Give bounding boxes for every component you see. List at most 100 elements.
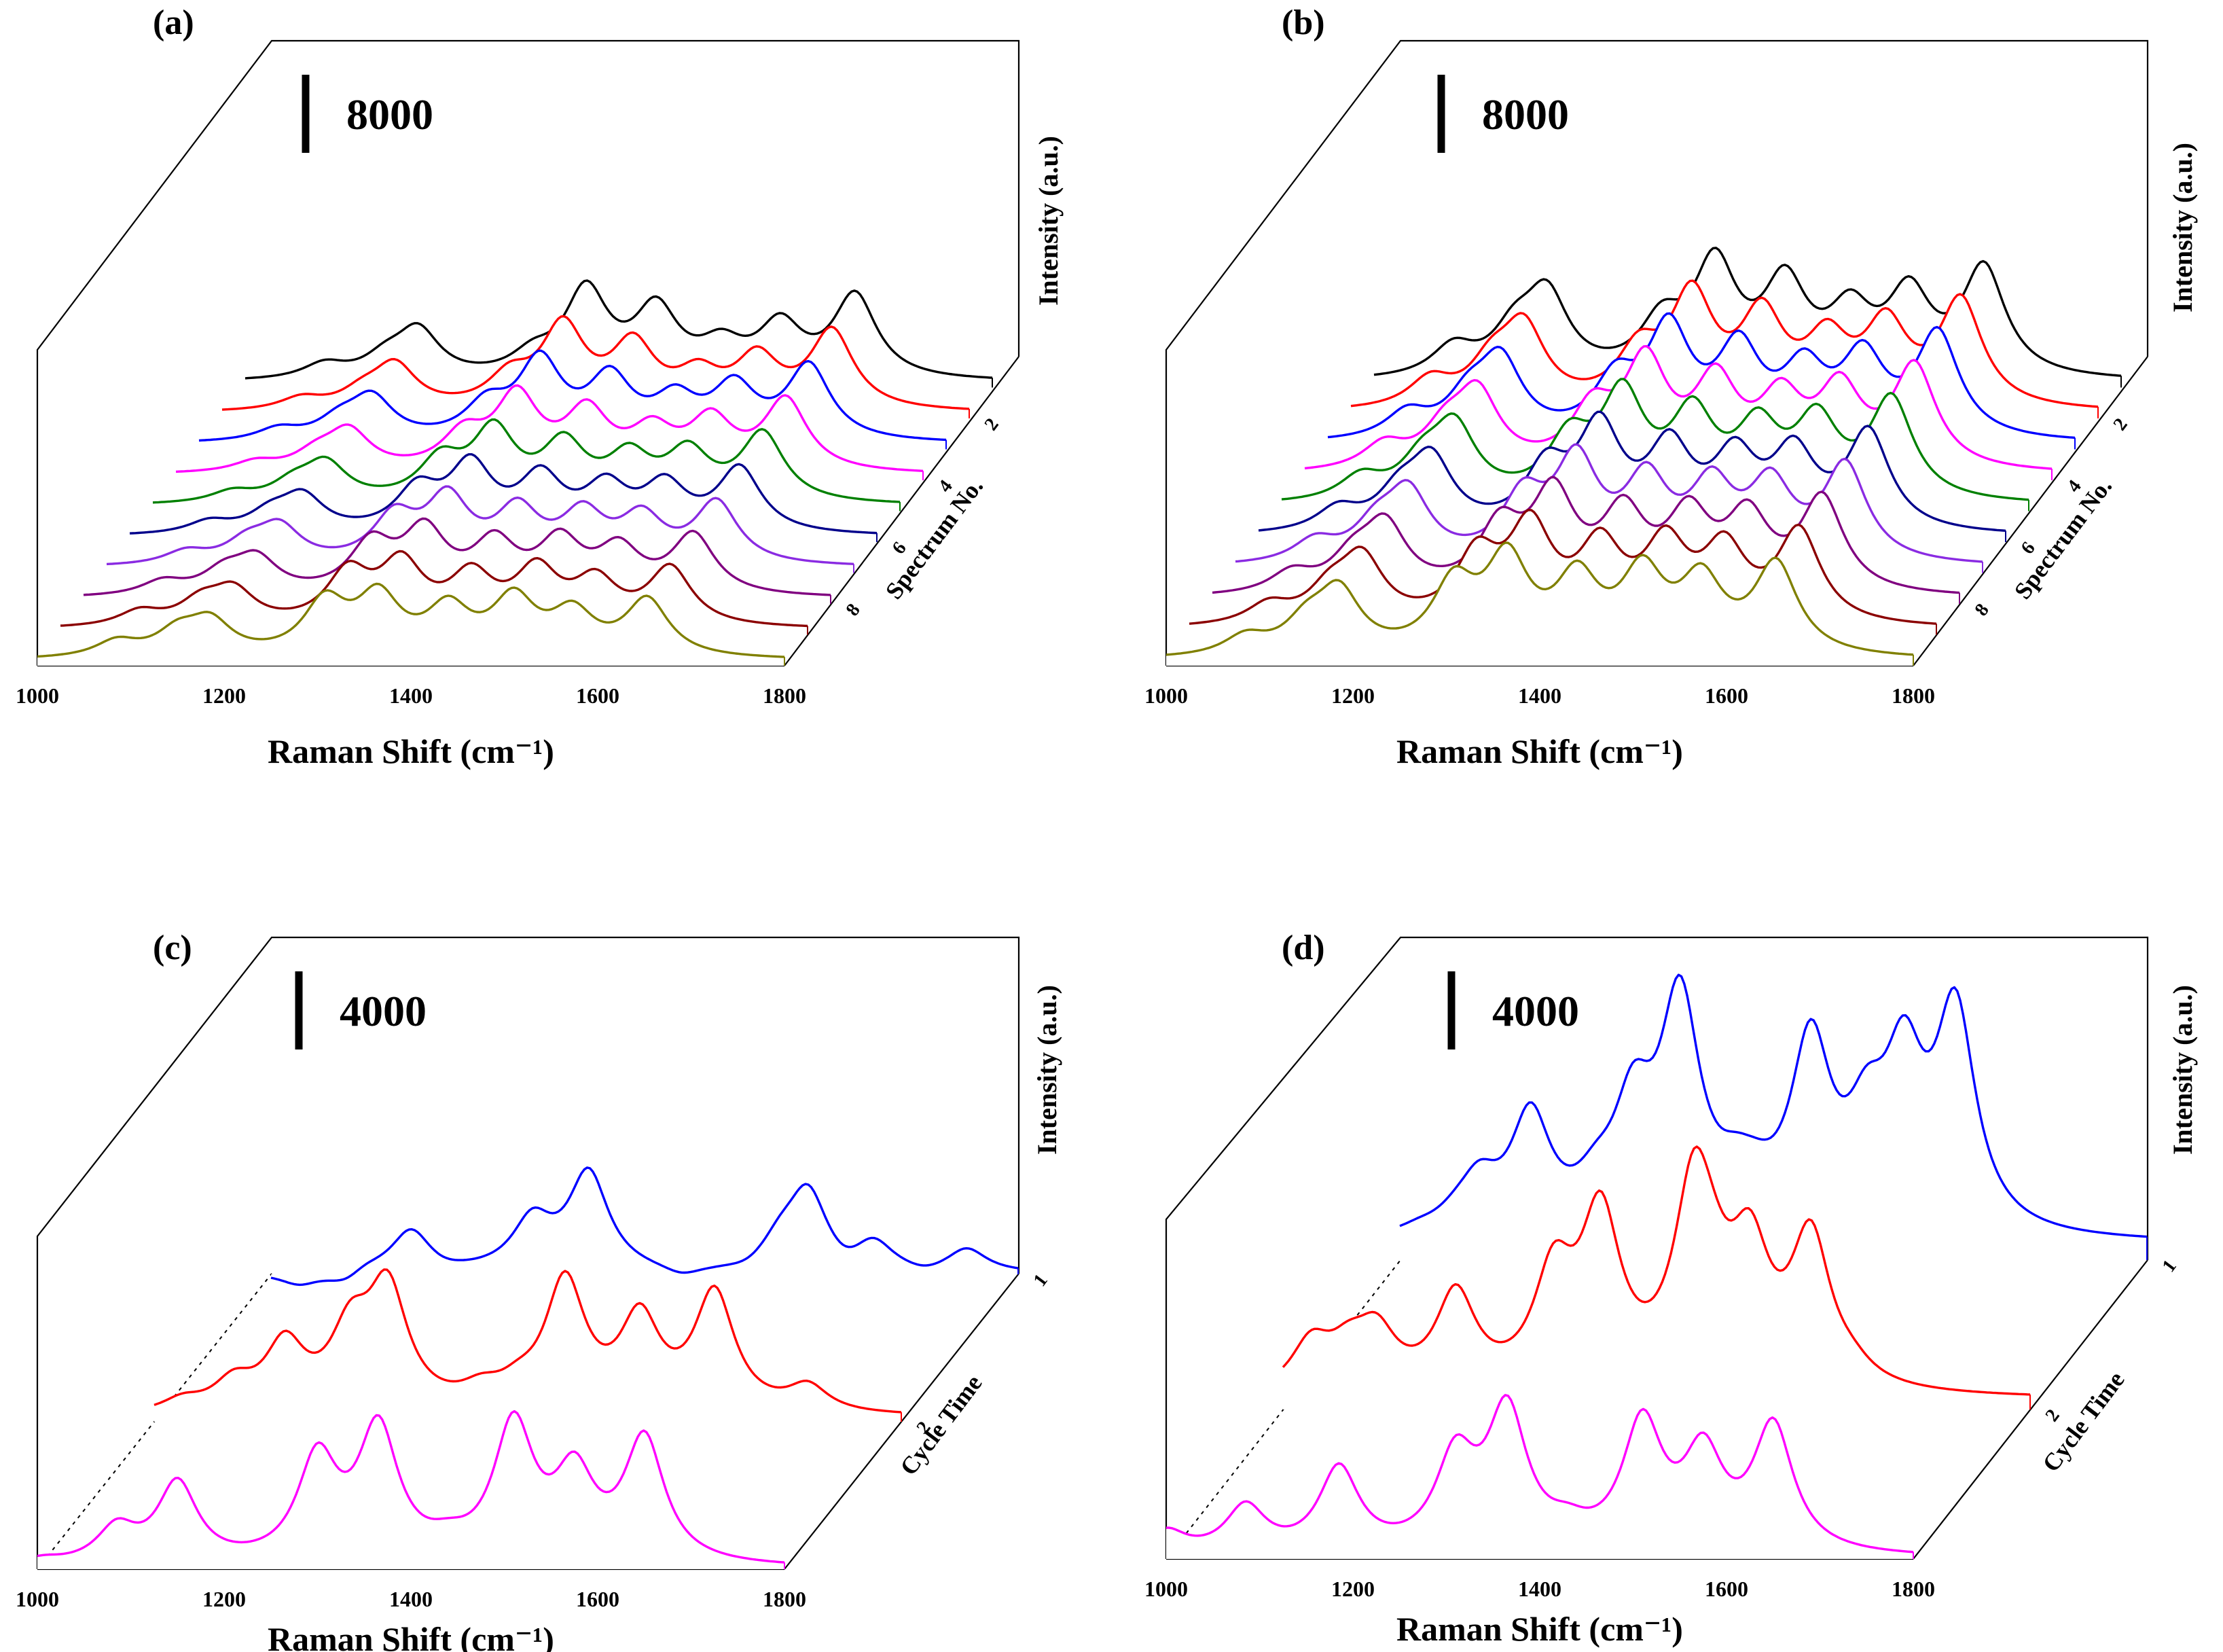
- x-tick-label: 1800: [1892, 683, 1935, 708]
- y-axis-label: Intensity (a.u.): [1033, 136, 1064, 306]
- spectrum-trace-3: [1327, 312, 2076, 439]
- scale-bar-label: 8000: [346, 90, 433, 139]
- spectrum-trace-6: [1258, 410, 2006, 532]
- trace-fill: [60, 551, 808, 635]
- x-tick-labels: 1000 1200 1400 1600 1800: [1144, 683, 1935, 708]
- panel-c: (c) 4000 1000 1200 1400 1600 1800 Raman …: [16, 929, 1062, 1652]
- spectrum-trace-5: [1281, 378, 2029, 501]
- x-tick-labels: 1000 1200 1400 1600 1800: [16, 683, 806, 708]
- depth-tick-label: 2: [2042, 1405, 2064, 1426]
- depth-axis-line: [1913, 356, 2148, 666]
- x-axis-label: Raman Shift (cm⁻¹): [268, 1620, 554, 1652]
- x-tick-label: 1600: [1705, 1577, 1748, 1601]
- trace-fill: [1400, 975, 2147, 1260]
- y-axis-label: Intensity (a.u.): [1032, 985, 1062, 1155]
- x-tick-label: 1600: [1705, 683, 1748, 708]
- trace-fill: [84, 518, 831, 604]
- x-tick-label: 1000: [16, 1587, 59, 1611]
- x-axis-label: Raman Shift (cm⁻¹): [268, 732, 554, 770]
- depth-axis-label: Spectrum No.: [2009, 473, 2118, 604]
- depth-axis-label: Spectrum No.: [880, 473, 989, 604]
- back-frame: [1165, 936, 2149, 1559]
- spectrum-trace-5: [152, 418, 901, 504]
- x-axis-label: Raman Shift (cm⁻¹): [1396, 732, 1683, 770]
- trace-fill: [1283, 1147, 2030, 1409]
- panel-b: (b) 8000 1000 1200 1400 1600 1800 Raman …: [1144, 3, 2198, 770]
- trace-fill: [37, 583, 784, 666]
- spectrum-trace-3: [1166, 1394, 1914, 1554]
- depth-axis-line: [784, 356, 1019, 666]
- x-tick-label: 1200: [1331, 683, 1375, 708]
- panel-label: (b): [1282, 3, 1325, 42]
- spectra-traces: [37, 1166, 1019, 1569]
- y-axis-label: Intensity (a.u.): [2167, 985, 2198, 1155]
- x-tick-label: 1600: [576, 683, 619, 708]
- depth-axis-label: Cycle Time: [894, 1369, 987, 1480]
- trace-fill: [130, 454, 877, 542]
- spectrum-trace-3: [198, 349, 947, 442]
- x-tick-label: 1800: [763, 683, 806, 708]
- spectrum-trace-9: [60, 550, 808, 628]
- trace-fill: [1166, 1395, 1913, 1559]
- y-axis-label: Intensity (a.u.): [2167, 143, 2198, 312]
- spectrum-trace-1: [1399, 973, 2148, 1238]
- spectrum-trace-4: [1304, 345, 2053, 470]
- x-tick-label: 1200: [202, 1587, 246, 1611]
- x-tick-label: 1200: [1331, 1577, 1375, 1601]
- depth-tick-label: 2: [2110, 414, 2132, 435]
- scale-bar-label: 8000: [1482, 90, 1569, 139]
- x-tick-label: 1400: [389, 683, 433, 708]
- panel-label: (c): [153, 929, 192, 967]
- x-tick-labels: 1000 1200 1400 1600 1800: [1144, 1577, 1935, 1601]
- x-axis-label: Raman Shift (cm⁻¹): [1396, 1610, 1683, 1648]
- spectrum-trace-7: [106, 485, 854, 566]
- panel-label: (a): [153, 3, 194, 42]
- spectrum-trace-7: [1235, 443, 1983, 563]
- spectrum-trace-1: [245, 279, 993, 380]
- depth-tick-label: 8: [842, 600, 865, 620]
- panel-label: (d): [1282, 929, 1325, 967]
- x-tick-label: 1800: [763, 1587, 806, 1611]
- panel-a: (a) 8000 1000 1200 1400 1600 1800 Raman …: [16, 3, 1064, 770]
- x-tick-label: 1200: [202, 683, 246, 708]
- spectra-traces: [37, 279, 993, 666]
- trace-fill: [1166, 542, 1913, 666]
- spectrum-trace-8: [83, 517, 831, 596]
- spectrum-trace-2: [1282, 1145, 2031, 1396]
- x-tick-label: 1400: [389, 1587, 433, 1611]
- trace-fill: [37, 1411, 784, 1569]
- spectra-traces: [1165, 247, 2122, 666]
- spectrum-trace-1: [1373, 247, 2122, 377]
- spectrum-trace-9: [1189, 509, 1937, 625]
- x-tick-label: 1400: [1518, 1577, 1561, 1601]
- x-tick-label: 1000: [1144, 683, 1188, 708]
- spectrum-trace-2: [221, 315, 970, 411]
- spectrum-trace-8: [1212, 475, 1960, 594]
- depth-tick-label: 2: [981, 414, 1003, 435]
- x-tick-label: 1600: [576, 1587, 619, 1611]
- back-frame: [1165, 39, 2149, 666]
- spectrum-trace-6: [129, 453, 878, 535]
- depth-tick-label: 8: [1971, 600, 1993, 620]
- x-tick-label: 1000: [1144, 1577, 1188, 1601]
- back-frame: [36, 39, 1020, 666]
- spectrum-trace-3: [37, 1409, 785, 1564]
- depth-tick-label: 1: [2158, 1256, 2181, 1276]
- spectra-traces: [1166, 973, 2148, 1559]
- spectrum-trace-4: [175, 384, 924, 473]
- x-tick-label: 1000: [16, 683, 59, 708]
- panel-d: (d) 4000 1000 1200 1400 1600 1800 Raman …: [1144, 929, 2198, 1648]
- trace-fill: [154, 1269, 901, 1422]
- x-tick-label: 1400: [1518, 683, 1561, 708]
- spectrum-trace-10: [1165, 541, 1914, 656]
- spectrum-trace-1: [270, 1166, 1019, 1287]
- spectrum-trace-10: [37, 582, 785, 658]
- trace-fill: [107, 486, 854, 573]
- scale-bar-label: 4000: [340, 987, 427, 1035]
- trace-fill: [153, 419, 900, 511]
- trace-fill: [271, 1167, 1018, 1285]
- x-tick-label: 1800: [1892, 1577, 1935, 1601]
- x-tick-labels: 1000 1200 1400 1600 1800: [16, 1587, 806, 1611]
- scale-bar-label: 4000: [1492, 987, 1579, 1035]
